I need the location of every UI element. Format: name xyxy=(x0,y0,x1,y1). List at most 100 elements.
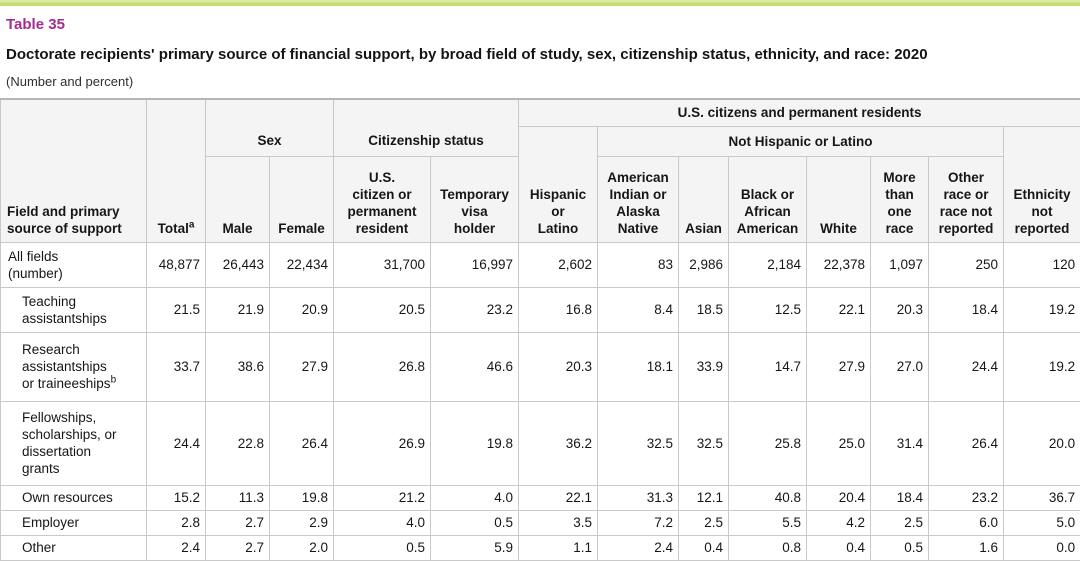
data-cell: 2.7 xyxy=(205,509,270,536)
data-cell: 250 xyxy=(928,241,1005,288)
data-cell: 12.1 xyxy=(678,484,730,511)
data-cell: 16.8 xyxy=(518,286,599,333)
data-cell: 19.8 xyxy=(429,400,520,486)
col-header-black: Black or African American xyxy=(728,155,808,243)
data-cell: 20.3 xyxy=(518,331,599,402)
data-cell: 21.9 xyxy=(205,286,270,333)
data-cell: 18.4 xyxy=(928,286,1005,333)
data-cell: 4.0 xyxy=(333,509,431,536)
row-label-text: All fields (number) xyxy=(8,248,63,281)
data-cell: 1.6 xyxy=(928,534,1005,561)
data-cell: 18.4 xyxy=(870,484,930,511)
data-cell: 2.4 xyxy=(597,534,680,561)
data-cell: 2,602 xyxy=(518,241,599,288)
data-cell: 0.5 xyxy=(429,509,520,536)
group-header-us-citizens: U.S. citizens and permanent residents xyxy=(518,98,1080,127)
data-cell: 20.4 xyxy=(806,484,872,511)
data-cell: 27.0 xyxy=(870,331,930,402)
data-cell: 5.0 xyxy=(1003,509,1080,536)
group-header-sex: Sex xyxy=(205,98,334,157)
row-label: Other xyxy=(0,534,147,561)
data-cell: 7.2 xyxy=(597,509,680,536)
row-label: Research assistantships or traineeshipsb xyxy=(0,331,147,402)
page-title: Doctorate recipients' primary source of … xyxy=(6,46,928,63)
data-cell: 3.5 xyxy=(518,509,599,536)
row-label: Teaching assistantships xyxy=(0,286,147,333)
accent-bar xyxy=(0,0,1080,6)
row-label: Own resources xyxy=(0,484,147,511)
col-header-other-race: Other race or race not reported xyxy=(928,155,1005,243)
data-cell: 22,434 xyxy=(269,241,334,288)
data-cell: 15.2 xyxy=(146,484,206,511)
col-header-stub: Field and primary source of support xyxy=(0,98,147,243)
data-cell: 21.5 xyxy=(146,286,206,333)
row-label-text: Fellowships, scholarships, or dissertati… xyxy=(22,410,117,476)
data-cell: 2.0 xyxy=(269,534,334,561)
data-cell: 12.5 xyxy=(728,286,808,333)
data-cell: 20.9 xyxy=(269,286,334,333)
col-header-white: White xyxy=(806,155,872,243)
data-cell: 4.0 xyxy=(429,484,520,511)
group-header-citizenship: Citizenship status xyxy=(332,98,520,157)
data-cell: 46.6 xyxy=(429,331,520,402)
data-cell: 24.4 xyxy=(146,400,206,486)
data-cell: 2,184 xyxy=(728,241,808,288)
data-cell: 26.9 xyxy=(333,400,431,486)
data-cell: 21.2 xyxy=(333,484,431,511)
data-cell: 33.7 xyxy=(146,331,206,402)
table-number: Table 35 xyxy=(6,16,65,33)
data-cell: 5.9 xyxy=(429,534,520,561)
data-cell: 19.2 xyxy=(1003,286,1080,333)
footnote-marker-b: b xyxy=(110,374,117,386)
data-cell: 27.9 xyxy=(269,331,334,402)
group-header-not-hispanic: Not Hispanic or Latino xyxy=(597,125,1005,157)
data-cell: 20.3 xyxy=(870,286,930,333)
data-cell: 32.5 xyxy=(597,400,680,486)
data-cell: 8.4 xyxy=(597,286,680,333)
data-cell: 27.9 xyxy=(806,331,872,402)
table-row: Own resources 15.2 11.3 19.8 21.2 4.0 22… xyxy=(0,484,1080,511)
data-cell: 26.8 xyxy=(333,331,431,402)
data-cell: 18.5 xyxy=(678,286,730,333)
data-cell: 33.9 xyxy=(678,331,730,402)
data-cell: 2.9 xyxy=(269,509,334,536)
data-cell: 19.2 xyxy=(1003,331,1080,402)
data-cell: 32.5 xyxy=(678,400,730,486)
data-cell: 120 xyxy=(1003,241,1080,288)
col-header-ethnicity-not-reported: Ethnicity not reported xyxy=(1003,125,1080,243)
data-cell: 2.4 xyxy=(146,534,206,561)
data-cell: 25.0 xyxy=(806,400,872,486)
data-cell: 1,097 xyxy=(870,241,930,288)
data-cell: 4.2 xyxy=(806,509,872,536)
data-cell: 11.3 xyxy=(205,484,270,511)
col-header-hispanic: Hispanic or Latino xyxy=(518,125,599,243)
data-cell: 0.0 xyxy=(1003,534,1080,561)
row-label-text: Own resources xyxy=(22,490,113,505)
col-header-total: Totala xyxy=(146,98,206,243)
table-row: Other 2.4 2.7 2.0 0.5 5.9 1.1 2.4 0.4 0.… xyxy=(0,534,1080,561)
unit-note: (Number and percent) xyxy=(6,74,134,89)
col-header-temporary-visa: Temporary visa holder xyxy=(429,155,520,243)
data-cell: 31.3 xyxy=(597,484,680,511)
data-cell: 20.5 xyxy=(333,286,431,333)
data-cell: 31.4 xyxy=(870,400,930,486)
data-cell: 0.4 xyxy=(806,534,872,561)
data-cell: 14.7 xyxy=(728,331,808,402)
table-row: Teaching assistantships 21.5 21.9 20.9 2… xyxy=(0,286,1080,333)
data-cell: 0.4 xyxy=(678,534,730,561)
row-label-text: Other xyxy=(22,540,56,555)
data-cell: 2.5 xyxy=(678,509,730,536)
row-label: Employer xyxy=(0,509,147,536)
data-cell: 26.4 xyxy=(928,400,1005,486)
data-cell: 2.7 xyxy=(205,534,270,561)
table-row: Fellowships, scholarships, or dissertati… xyxy=(0,400,1080,486)
col-header-us-citizen: U.S. citizen or permanent resident xyxy=(333,155,431,243)
row-label: Fellowships, scholarships, or dissertati… xyxy=(0,400,147,486)
data-cell: 31,700 xyxy=(333,241,431,288)
data-cell: 0.5 xyxy=(870,534,930,561)
data-cell: 36.7 xyxy=(1003,484,1080,511)
data-cell: 22.1 xyxy=(518,484,599,511)
data-cell: 2,986 xyxy=(678,241,730,288)
data-cell: 40.8 xyxy=(728,484,808,511)
data-cell: 2.5 xyxy=(870,509,930,536)
